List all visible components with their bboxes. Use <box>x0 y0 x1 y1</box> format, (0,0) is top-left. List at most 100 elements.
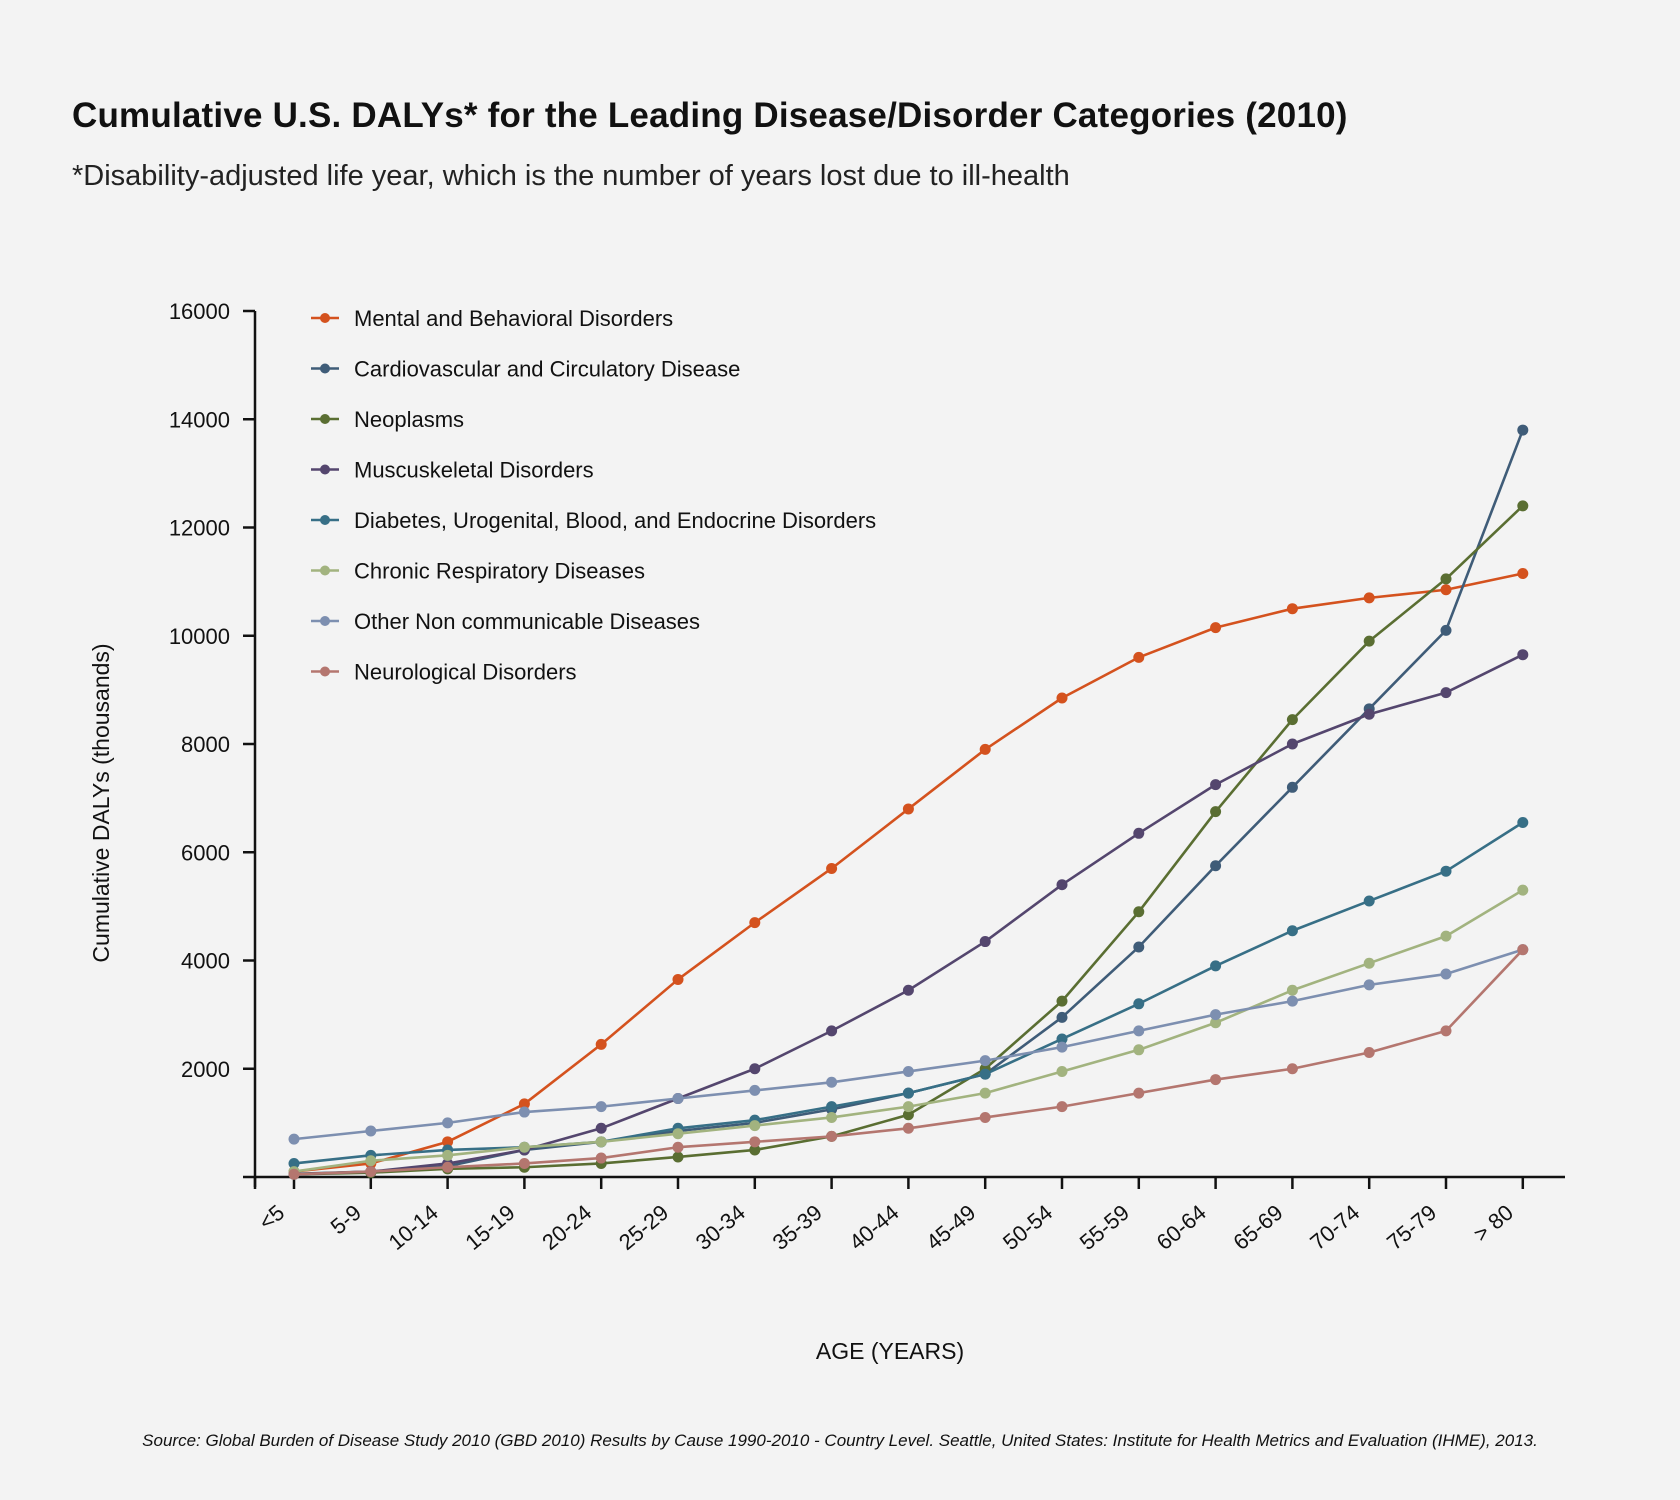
legend-item: Neoplasms <box>311 407 464 432</box>
legend-label: Diabetes, Urogenital, Blood, and Endocri… <box>354 508 876 533</box>
legend-item: Cardiovascular and Circulatory Disease <box>311 357 740 382</box>
data-point <box>1286 714 1298 726</box>
data-point <box>288 1168 300 1180</box>
y-tick-label: 6000 <box>181 840 230 865</box>
legend-item: Diabetes, Urogenital, Blood, and Endocri… <box>311 508 876 533</box>
data-point <box>1517 884 1529 896</box>
data-point <box>1286 984 1298 996</box>
legend-swatch-marker <box>320 464 330 475</box>
data-point <box>902 1109 914 1121</box>
data-point <box>1286 781 1298 793</box>
data-point <box>1286 1063 1298 1075</box>
data-point <box>1210 960 1222 972</box>
x-tick-label: 10-14 <box>384 1200 443 1255</box>
data-point <box>979 936 991 948</box>
chart-title: Cumulative U.S. DALYs* for the Leading D… <box>72 96 1348 135</box>
legend-label: Neurological Disorders <box>354 660 577 685</box>
data-point <box>518 1157 530 1169</box>
legend-swatch-marker <box>320 313 330 323</box>
data-point <box>595 1038 607 1050</box>
data-point <box>595 1122 607 1134</box>
data-point <box>442 1161 454 1173</box>
data-point <box>518 1106 530 1118</box>
series-chronic-respiratory-diseases <box>288 884 1529 1178</box>
data-point <box>1440 968 1452 980</box>
series-line <box>293 948 1524 1176</box>
data-point <box>1517 816 1529 828</box>
data-point <box>1056 1101 1068 1113</box>
y-tick-label: 14000 <box>169 407 230 432</box>
data-point <box>442 1149 454 1161</box>
y-tick-label: 2000 <box>181 1057 230 1082</box>
data-point <box>826 1025 838 1037</box>
x-tick-label: 40-44 <box>844 1200 903 1255</box>
data-point <box>1440 930 1452 942</box>
legend-item: Chronic Respiratory Diseases <box>311 559 645 584</box>
series-neurological-disorders <box>288 944 1529 1180</box>
legend-item: Mental and Behavioral Disorders <box>311 306 673 331</box>
data-point <box>518 1098 530 1110</box>
x-tick-label: 50-54 <box>998 1200 1057 1255</box>
legend-label: Cardiovascular and Circulatory Disease <box>354 357 740 382</box>
legend-label: Other Non communicable Diseases <box>354 609 700 634</box>
chart-subtitle: *Disability-adjusted life year, which is… <box>72 160 1070 192</box>
data-point <box>1056 995 1068 1007</box>
data-point <box>979 1068 991 1080</box>
data-point <box>1133 1025 1145 1037</box>
data-point <box>902 1101 914 1113</box>
data-point <box>826 1111 838 1123</box>
data-point <box>672 973 684 985</box>
data-point <box>1286 738 1298 750</box>
data-point <box>1133 651 1145 663</box>
data-point <box>672 1151 684 1163</box>
data-point <box>979 1111 991 1123</box>
data-point <box>1133 1044 1145 1056</box>
y-tick-label: 4000 <box>181 949 230 974</box>
data-point <box>1363 895 1375 907</box>
x-tick-label: 25-29 <box>614 1200 673 1255</box>
y-tick-label: 10000 <box>169 624 230 649</box>
data-point <box>1133 906 1145 918</box>
data-point <box>749 1084 761 1096</box>
data-point <box>749 1136 761 1148</box>
data-point <box>1517 649 1529 661</box>
x-tick-label: > 80 <box>1469 1200 1518 1247</box>
y-tick-label: 12000 <box>169 516 230 541</box>
x-axis-title: AGE (YEARS) <box>816 1338 964 1364</box>
x-tick-label: 75-79 <box>1382 1200 1441 1255</box>
data-point <box>365 1166 377 1178</box>
data-point <box>1210 1009 1222 1021</box>
data-point <box>1056 1041 1068 1053</box>
legend-label: Muscuskeletal Disorders <box>354 458 594 483</box>
data-point <box>826 1101 838 1113</box>
legend-swatch-marker <box>320 666 330 677</box>
legend-swatch-marker <box>320 565 330 576</box>
data-point <box>1286 925 1298 937</box>
data-point <box>442 1117 454 1129</box>
data-point <box>749 1120 761 1132</box>
x-tick-label: 45-49 <box>921 1200 980 1255</box>
x-tick-label: 70-74 <box>1305 1200 1364 1255</box>
data-point <box>1133 1087 1145 1099</box>
data-point <box>1210 1074 1222 1086</box>
data-point <box>826 1076 838 1088</box>
legend-swatch-marker <box>320 616 330 626</box>
data-point <box>1210 860 1222 872</box>
data-point <box>826 862 838 874</box>
data-point <box>1363 957 1375 969</box>
data-point <box>1210 779 1222 791</box>
data-point <box>1210 806 1222 818</box>
x-tick-label: 30-34 <box>691 1200 750 1255</box>
y-tick-label: 8000 <box>181 732 230 757</box>
data-point <box>1056 1011 1068 1023</box>
data-point <box>1056 692 1068 704</box>
legend-label: Chronic Respiratory Diseases <box>354 559 645 584</box>
data-point <box>826 1130 838 1142</box>
data-point <box>442 1136 454 1148</box>
x-tick-label: 55-59 <box>1075 1200 1134 1255</box>
data-point <box>672 1141 684 1153</box>
x-tick-label: 65-69 <box>1228 1200 1287 1255</box>
data-point <box>1363 1047 1375 1059</box>
data-point <box>1056 1033 1068 1045</box>
data-point <box>1363 592 1375 604</box>
